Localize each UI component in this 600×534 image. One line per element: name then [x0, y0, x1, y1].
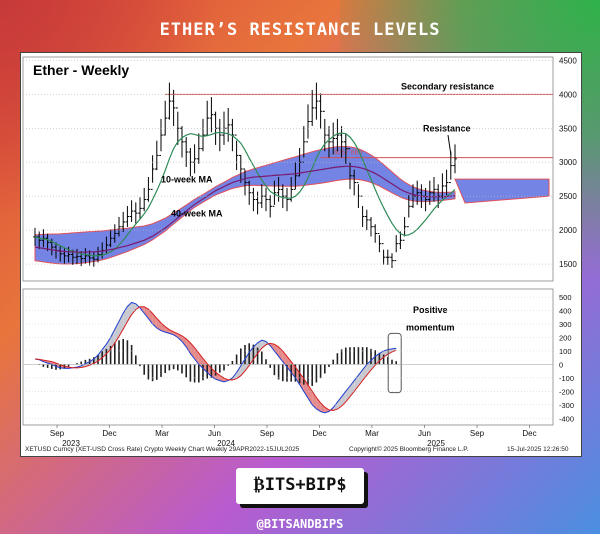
brand-handle[interactable]: @BITSANDBIPS [256, 517, 344, 531]
macd-fill-segment [211, 368, 216, 380]
macd-line [34, 301, 397, 414]
x-month-label: Sep [260, 429, 275, 438]
macd-fill-segment [320, 402, 325, 413]
price-tick-label: 4500 [559, 56, 577, 65]
macd-tick-label: 200 [559, 333, 572, 342]
macd-fill-segment [387, 348, 392, 355]
price-tick-label: 2500 [559, 192, 577, 201]
macd-tick-label: 400 [559, 307, 572, 316]
macd-signal-line [34, 306, 397, 412]
footer-right: 15-Jul-2025 12:26:50 [507, 446, 569, 453]
annotation-label: 10-week MA [161, 175, 213, 185]
macd-fill-segment [316, 397, 321, 412]
x-month-label: Dec [312, 429, 326, 438]
resistance-tag: 3067.885 [333, 150, 362, 157]
macd-fill-segment [215, 372, 220, 381]
macd-fill-segment [312, 391, 317, 409]
macd-fill-segment [274, 344, 279, 357]
macd-fill-segment [224, 378, 229, 382]
x-year-label: 2023 [62, 439, 80, 448]
annotation-label: Resistance [423, 124, 471, 134]
macd-fill-segment [261, 340, 266, 349]
macd-pane-frame [22, 288, 554, 426]
x-year-label: 2025 [427, 439, 445, 448]
macd-fill-segment [253, 342, 258, 360]
chart-svg: 3067.885 Secondary resistance Resistance 10… [22, 56, 577, 453]
x-month-label: Mar [365, 429, 379, 438]
price-pane: 3067.885 Secondary resistance Resistance 10… [33, 81, 553, 269]
momentum-highlight-box [387, 332, 402, 394]
macd-fill-segment [354, 375, 359, 392]
macd-fill-segment [173, 331, 178, 338]
price-tick-label: 4000 [559, 90, 577, 99]
macd-fill-segment [375, 353, 380, 366]
macd-fill-segment [161, 322, 166, 333]
x-month-label: Mar [155, 429, 169, 438]
annotation-label: Secondary resistance [401, 81, 494, 91]
macd-tick-label: -200 [559, 387, 574, 396]
brand-logo-text: ₿ITS+BIP$ [253, 475, 347, 495]
page-title: ETHER’S RESISTANCE LEVELS [159, 20, 441, 40]
x-month-label: Sep [470, 429, 485, 438]
price-pane-frame [22, 56, 554, 282]
macd-pane: Positive momentum [23, 301, 553, 414]
x-month-label: Dec [522, 429, 536, 438]
price-tick-label: 2000 [559, 226, 577, 235]
brand-logo[interactable]: ₿ITS+BIP$ [236, 468, 364, 504]
macd-fill-segment [165, 326, 170, 334]
macd-fill-segment [127, 302, 132, 322]
macd-fill-segment [350, 380, 355, 397]
ma40-line [34, 165, 456, 253]
macd-fill-segment [236, 365, 241, 379]
axis-layer: 1500200025003000350040004500500400300200… [22, 56, 577, 448]
macd-fill-segment [257, 340, 262, 354]
footer-mid: Copyright© 2025 Bloomberg Finance L.P. [349, 445, 469, 453]
macd-fill-segment [291, 361, 296, 378]
macd-tick-label: -300 [559, 401, 574, 410]
macd-fill-segment [156, 318, 161, 331]
macd-tick-label: -100 [559, 374, 574, 383]
macd-tick-label: 0 [559, 360, 563, 369]
chart-panel: 3067.885 Secondary resistance Resistance 10… [20, 52, 582, 457]
macd-tick-label: 500 [559, 293, 572, 302]
price-tick-label: 3500 [559, 124, 577, 133]
x-month-label: Sep [50, 429, 65, 438]
macd-fill-segment [383, 349, 388, 358]
ma10-line [34, 131, 456, 257]
resistance-pointer [447, 134, 452, 156]
macd-fill-segment [144, 306, 149, 319]
x-year-label: 2024 [217, 439, 235, 448]
annotation-label: momentum [406, 323, 455, 333]
price-tick-label: 3000 [559, 158, 577, 167]
ichimoku-cloud [34, 145, 456, 265]
footer-left: XETUSD Curncy (XET-USD Cross Rate) Crypt… [25, 446, 300, 453]
macd-tick-label: 100 [559, 347, 572, 356]
price-tick-label: 1500 [559, 260, 577, 269]
x-month-label: Jun [208, 429, 221, 438]
annotation-label: 40-week MA [171, 209, 223, 219]
ichimoku-cloud-forward [454, 178, 550, 204]
x-month-label: Jun [418, 429, 431, 438]
chart-title: Ether - Weekly [33, 62, 129, 78]
macd-fill-segment [219, 375, 224, 382]
x-month-label: Dec [102, 429, 116, 438]
macd-tick-label: -400 [559, 414, 574, 423]
annotation-label: Positive [413, 305, 448, 315]
macd-tick-label: 300 [559, 320, 572, 329]
macd-fill-segment [337, 396, 342, 410]
macd-fill-segment [131, 302, 136, 315]
macd-fill-segment [362, 364, 367, 381]
